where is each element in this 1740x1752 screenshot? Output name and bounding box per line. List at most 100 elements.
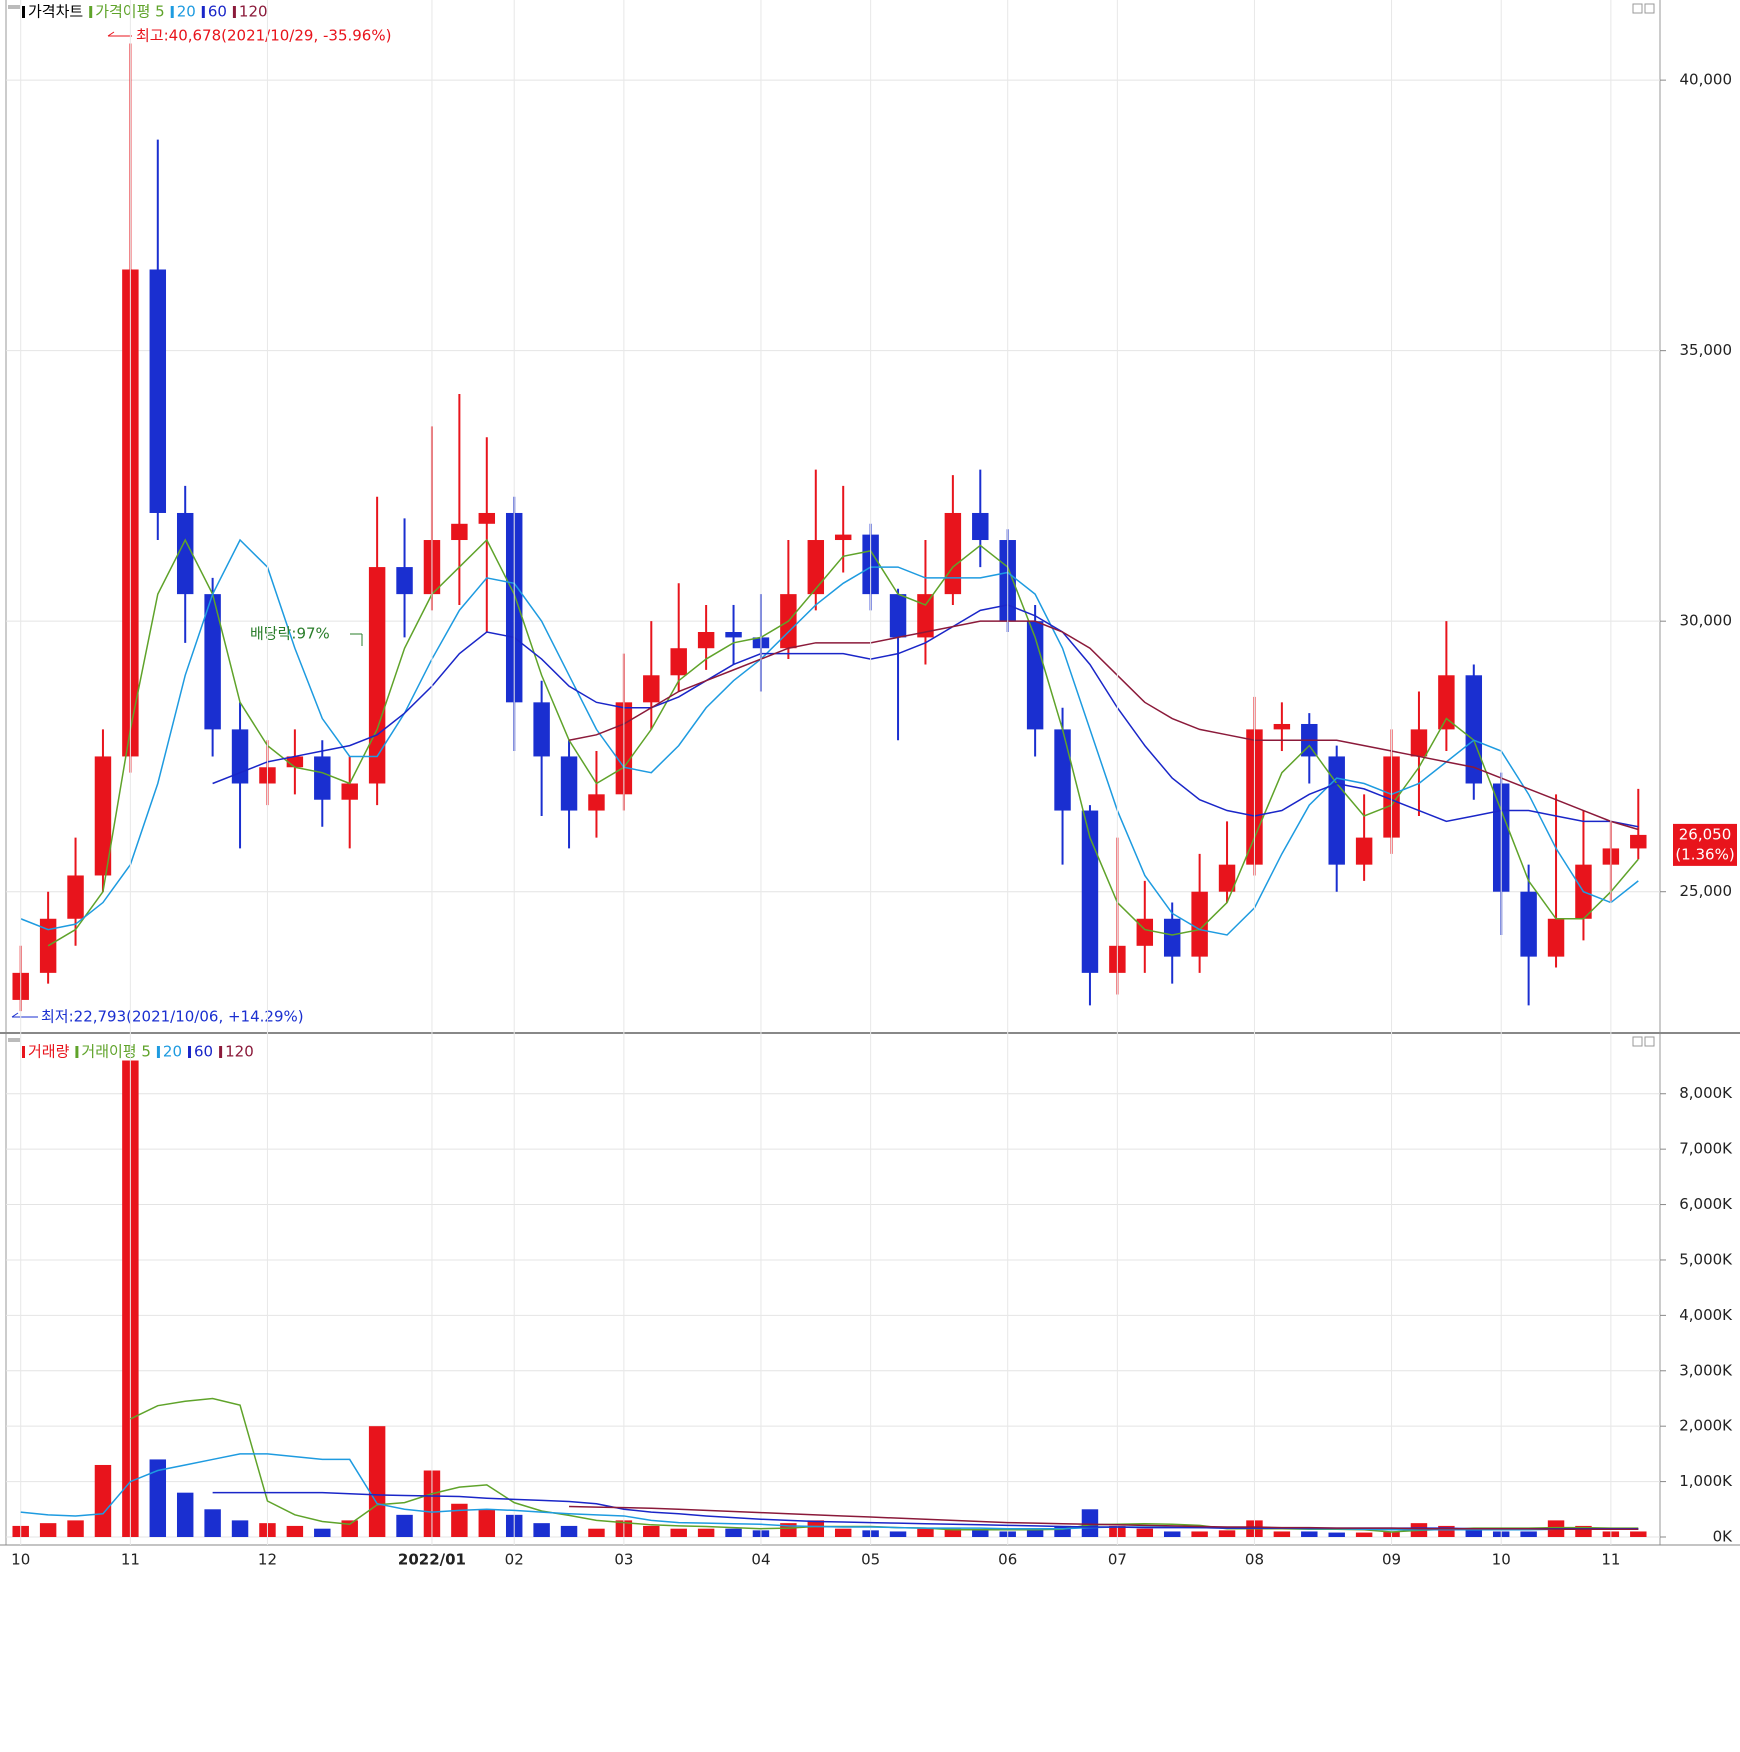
x-tick-label: 10	[1492, 1551, 1511, 1569]
candle-body	[94, 756, 112, 876]
minimize-button[interactable]	[1632, 3, 1643, 14]
legend-swatch	[156, 1046, 160, 1058]
x-tick-label: 07	[1108, 1551, 1127, 1569]
legend-label: 20	[163, 1043, 182, 1061]
x-tick-label: 05	[861, 1551, 880, 1569]
y-tick-label: 40,000	[1680, 71, 1733, 89]
candle-body	[972, 512, 989, 541]
volume-bar	[286, 1525, 304, 1537]
candle-body	[67, 875, 84, 919]
change-label: (1.36%)	[1675, 845, 1734, 863]
volume-bar	[917, 1528, 934, 1537]
candle-body	[917, 594, 934, 638]
volume-bar	[1191, 1531, 1208, 1537]
volume-bar	[1630, 1531, 1647, 1537]
high-annotation: 최고:40,678(2021/10/29, -35.96%)	[136, 27, 391, 45]
volume-bar	[807, 1520, 825, 1537]
close-button[interactable]	[1644, 3, 1655, 14]
close-button[interactable]	[1644, 1036, 1655, 1047]
volume-bar	[1301, 1531, 1318, 1537]
candle-body	[368, 567, 386, 784]
candle-body	[1465, 675, 1483, 784]
volume-bar	[1328, 1532, 1345, 1537]
volume-bar	[1438, 1525, 1455, 1537]
moving-average-line	[569, 1505, 1639, 1530]
volume-bar	[972, 1530, 989, 1537]
candle-body	[1547, 918, 1565, 957]
candle-body	[478, 512, 496, 524]
candle-body	[314, 756, 331, 800]
volume-bar	[725, 1528, 742, 1537]
candle-body	[1328, 756, 1345, 865]
x-tick-label: 11	[121, 1551, 140, 1569]
volume-bar	[1273, 1531, 1291, 1537]
y-tick-label: 7,000K	[1679, 1140, 1733, 1158]
y-tick-label: 30,000	[1680, 612, 1733, 630]
legend-label: 거래량	[28, 1043, 70, 1061]
volume-bar	[588, 1528, 605, 1537]
legend-label: 120	[225, 1043, 254, 1061]
x-tick-label: 2022/01	[398, 1551, 466, 1569]
candle-body	[1273, 723, 1291, 730]
x-tick-label: 11	[1601, 1551, 1620, 1569]
volume-bar	[1218, 1530, 1236, 1537]
annotation-arrow	[11, 1012, 19, 1018]
last-price-label: 26,050	[1679, 825, 1732, 843]
legend-swatch	[89, 6, 93, 18]
candle-body	[1438, 675, 1455, 730]
moving-average-line	[20, 1453, 1639, 1531]
volume-bar	[1520, 1531, 1537, 1537]
legend-swatch	[188, 1046, 192, 1058]
candle-body	[286, 756, 304, 768]
pane-icon	[8, 5, 20, 9]
y-tick-label: 35,000	[1680, 341, 1733, 359]
volume-bar	[67, 1520, 84, 1537]
moving-average-line	[212, 604, 1639, 828]
volume-bar	[643, 1525, 660, 1537]
candle-body	[1081, 810, 1099, 973]
y-tick-label: 3,000K	[1679, 1361, 1733, 1379]
volume-bar	[1081, 1509, 1099, 1537]
legend-label: 거래이평 5	[81, 1043, 151, 1061]
legend-swatch	[75, 1046, 79, 1058]
volume-bar	[231, 1520, 249, 1537]
volume-bar	[533, 1523, 550, 1537]
volume-bar	[1136, 1528, 1154, 1537]
y-tick-label: 6,000K	[1679, 1195, 1733, 1213]
legend-swatch	[22, 6, 25, 18]
legend-label: 20	[177, 3, 196, 21]
volume-bar	[1026, 1528, 1044, 1537]
candle-body	[944, 512, 962, 595]
volume-bar	[368, 1426, 386, 1537]
volume-bar	[94, 1464, 112, 1537]
volume-bar	[204, 1509, 221, 1537]
volume-bar	[1163, 1531, 1181, 1537]
candle-body	[1163, 918, 1181, 957]
legend-swatch	[170, 6, 174, 18]
x-tick-label: 12	[258, 1551, 277, 1569]
volume-bar	[1465, 1528, 1483, 1537]
y-tick-label: 4,000K	[1679, 1306, 1733, 1324]
x-tick-label: 10	[11, 1551, 30, 1569]
candle-body	[1026, 621, 1044, 730]
candle-body	[1630, 834, 1647, 849]
candle-body	[1054, 729, 1071, 811]
candle-body	[560, 756, 578, 811]
moving-average-line	[47, 538, 1639, 947]
candle-body	[643, 675, 660, 703]
volume-bar	[697, 1528, 715, 1537]
volume-bar	[560, 1525, 578, 1537]
minimize-button[interactable]	[1632, 1036, 1643, 1047]
x-tick-label: 04	[751, 1551, 770, 1569]
x-tick-label: 02	[505, 1551, 524, 1569]
candle-body	[889, 594, 907, 638]
annotation-arrow	[107, 31, 115, 37]
candle-body	[396, 567, 413, 595]
volume-bar	[670, 1528, 687, 1537]
last-price-box	[1673, 823, 1737, 866]
candle-body	[1136, 918, 1154, 946]
legend-label: 가격차트	[28, 3, 83, 21]
low-annotation: 최저:22,793(2021/10/06, +14.29%)	[41, 1008, 304, 1026]
